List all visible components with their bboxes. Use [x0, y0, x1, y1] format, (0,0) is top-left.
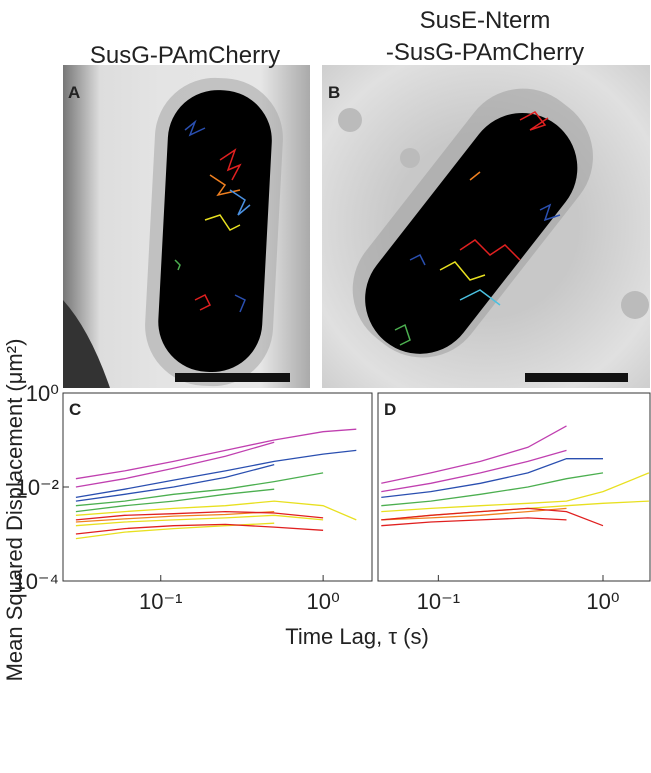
panel-title: -SusG-PAmCherry — [386, 39, 584, 66]
msd-line — [75, 463, 275, 502]
micrograph-b — [322, 65, 650, 388]
msd-line — [75, 428, 357, 480]
msd-line — [381, 472, 650, 513]
msd-line — [381, 517, 567, 527]
y-tick-label: 10⁻² — [16, 475, 59, 500]
msd-line — [75, 449, 357, 499]
msd-line — [75, 441, 275, 488]
plot-frame — [377, 392, 651, 582]
plot-area — [381, 425, 650, 527]
msd-line — [75, 523, 324, 535]
plot-area — [75, 428, 357, 540]
msd-line — [381, 507, 604, 527]
panel-label: D — [384, 400, 396, 419]
msd-line — [75, 510, 324, 521]
x-tick-label: 10⁻¹ — [417, 589, 460, 614]
msd-line — [75, 488, 275, 513]
panel-label: B — [328, 83, 340, 102]
msd-line — [381, 458, 603, 499]
msd-line — [75, 514, 324, 527]
plot-frame — [62, 392, 373, 582]
x-tick-label: 10⁰ — [306, 589, 339, 614]
panel-title: SusG-PAmCherry — [90, 42, 280, 69]
micrograph-a — [63, 65, 310, 388]
msd-line — [381, 425, 567, 484]
x-tick-label: 10⁻¹ — [139, 589, 182, 614]
x-tick-label: 10⁰ — [586, 589, 619, 614]
x-axis-label: Time Lag, τ (s) — [285, 624, 429, 649]
panel-label: C — [69, 400, 81, 419]
y-tick-label: 10⁻⁴ — [13, 569, 59, 594]
y-axis-label: Mean Squared Displacement (μm²) — [2, 339, 27, 682]
msd-line — [381, 449, 567, 493]
panel-label: A — [68, 83, 80, 102]
y-tick-label: 10⁰ — [26, 381, 59, 406]
msd-line — [381, 507, 567, 521]
msd-line — [75, 500, 357, 521]
msd-line — [381, 472, 604, 507]
msd-line — [75, 510, 275, 523]
msd-line — [75, 472, 324, 507]
panel-title: SusE-Nterm — [420, 7, 551, 34]
